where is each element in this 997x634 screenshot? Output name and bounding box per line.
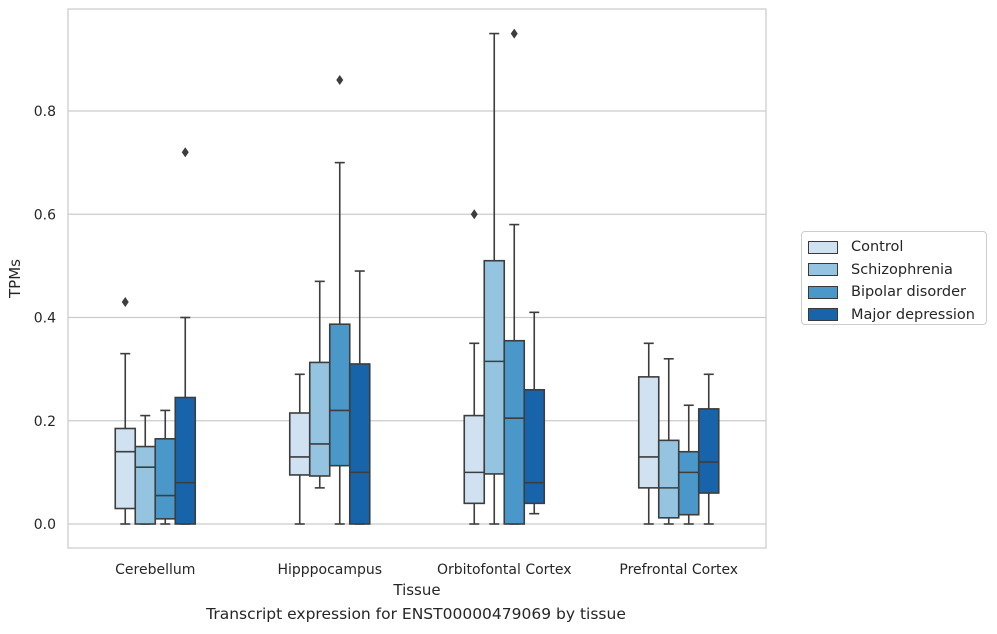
box-iqr (348, 363, 371, 525)
box-iqr (328, 323, 351, 467)
legend-item: Bipolar disorder (808, 281, 986, 304)
legend-item: Major depression (808, 304, 986, 327)
outlier-point (510, 28, 518, 39)
box-schizophrenia (657, 357, 680, 525)
box-iqr (523, 388, 546, 505)
legend-item: Control (808, 236, 986, 259)
legend-label: Bipolar disorder (851, 284, 966, 301)
legend-swatch (808, 263, 838, 277)
box-bipolar-disorder (503, 28, 526, 525)
box-bipolar-disorder (154, 409, 177, 525)
y-tick-label: 0.2 (34, 414, 56, 430)
box-major-depression (697, 373, 720, 525)
box-control (288, 373, 311, 525)
box-iqr (503, 339, 526, 525)
box-iqr (134, 445, 157, 525)
box-iqr (677, 450, 700, 516)
box-iqr (637, 376, 660, 489)
x-tick-label: Prefrontal Cortex (619, 562, 738, 578)
x-axis-ticks: Cerebellum Hipppocampus Orbitofontal Corte… (115, 562, 738, 578)
box-iqr (174, 396, 197, 525)
box-iqr (308, 361, 331, 477)
legend-item: Schizophrenia (808, 259, 986, 282)
legend-label: Schizophrenia (851, 261, 953, 278)
box-iqr (483, 259, 506, 475)
box-schizophrenia (134, 414, 157, 525)
outlier-point (336, 75, 344, 86)
outlier-point (181, 147, 189, 158)
box-bipolar-disorder (328, 75, 351, 525)
box-schizophrenia (483, 32, 506, 525)
y-tick-label: 0.8 (34, 104, 56, 120)
x-tick-label: Cerebellum (115, 562, 195, 578)
x-axis-label: Tissue (392, 581, 440, 599)
legend-swatch (808, 240, 838, 254)
legend-label: Control (851, 239, 904, 256)
figure-caption: Transcript expression for ENST0000047906… (206, 605, 626, 623)
y-tick-label: 0.6 (34, 207, 56, 223)
box-major-depression (348, 270, 371, 525)
legend-swatch (808, 308, 838, 322)
y-axis-label: TPMs (6, 259, 24, 299)
plot-frame (67, 8, 767, 549)
legend: Control Schizophrenia Bipolar disorder Majo… (801, 231, 987, 325)
box-bipolar-disorder (677, 404, 700, 525)
box-iqr (288, 412, 311, 476)
box-iqr (154, 438, 177, 520)
outlier-point (470, 209, 478, 220)
box-major-depression (523, 311, 546, 515)
box-iqr (463, 414, 486, 505)
x-tick-label: Orbitofontal Cortex (437, 562, 572, 578)
box-major-depression (174, 147, 197, 525)
x-tick-label: Hipppocampus (277, 562, 382, 578)
y-axis-ticks: 0.0 0.2 0.4 0.6 0.8 (34, 104, 56, 533)
box-iqr (657, 439, 680, 519)
legend-swatch (808, 285, 838, 299)
box-control (114, 297, 137, 525)
box-control (463, 209, 486, 525)
outlier-point (121, 297, 129, 308)
box-iqr (697, 408, 720, 494)
box-plot-series (114, 28, 720, 525)
box-schizophrenia (308, 280, 331, 489)
y-tick-label: 0.4 (34, 311, 56, 327)
box-control (637, 342, 660, 525)
y-tick-label: 0.0 (34, 517, 56, 533)
legend-label: Major depression (851, 306, 975, 323)
box-iqr (114, 427, 137, 510)
